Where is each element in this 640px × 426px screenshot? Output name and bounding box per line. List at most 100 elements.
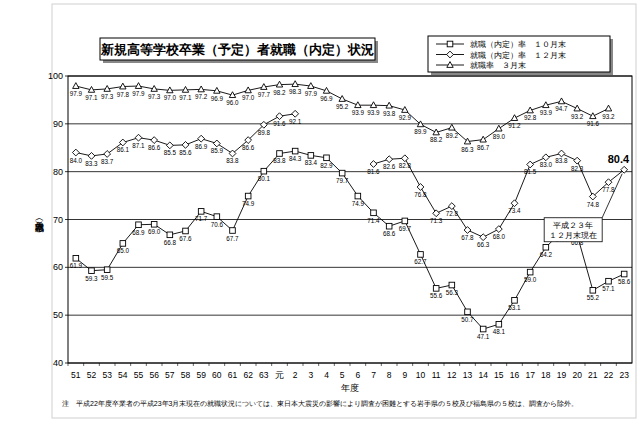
data-point <box>511 115 517 121</box>
data-point <box>104 267 110 273</box>
data-point <box>386 156 393 163</box>
data-point <box>589 193 596 200</box>
data-label: 89.2 <box>446 132 459 139</box>
data-point <box>292 110 299 117</box>
data-point <box>606 278 612 284</box>
data-point <box>371 210 377 216</box>
data-point <box>355 102 361 108</box>
data-label: 61.9 <box>70 262 83 269</box>
x-tick <box>569 363 570 366</box>
data-point <box>73 255 79 261</box>
x-tick-label: 5 <box>340 370 345 380</box>
x-tick <box>522 363 523 366</box>
x-tick <box>538 363 539 366</box>
x-tick-label: 20 <box>572 370 582 380</box>
data-label: 97.1 <box>85 94 98 101</box>
x-tick <box>318 363 319 366</box>
data-point <box>417 121 423 127</box>
data-point <box>229 92 235 98</box>
data-label: 81.5 <box>524 168 537 175</box>
data-point <box>245 137 252 144</box>
data-point <box>386 223 392 229</box>
x-tick <box>271 363 272 366</box>
data-point <box>480 326 486 332</box>
x-tick-label: 19 <box>557 370 567 380</box>
data-label: 87.1 <box>132 142 145 149</box>
data-point <box>542 154 549 161</box>
data-label: 55.2 <box>587 294 600 301</box>
data-label: 92.1 <box>289 118 302 125</box>
data-point <box>292 148 298 154</box>
x-tick-label: 18 <box>541 370 551 380</box>
x-tick <box>130 363 131 366</box>
data-label: 97.9 <box>70 90 83 97</box>
data-label: 95.2 <box>336 103 349 110</box>
x-tick-label: 3 <box>308 370 313 380</box>
chart: 4050607080901005152535455565758596061626… <box>0 0 640 426</box>
x-tick <box>334 363 335 366</box>
data-label: 97.3 <box>101 93 114 100</box>
y-tick-label: 70 <box>53 215 63 225</box>
data-labels: 61.959.359.565.068.969.066.867.671.770.6… <box>70 88 631 340</box>
annotation: １２月末現在 <box>549 231 597 240</box>
x-tick-label: 13 <box>463 370 473 380</box>
data-label: 96.9 <box>320 95 333 102</box>
x-tick-label: 62 <box>243 370 253 380</box>
x-tick-label: 21 <box>588 370 598 380</box>
data-point <box>245 87 251 93</box>
data-label: 97.1 <box>179 94 192 101</box>
x-tick <box>177 363 178 366</box>
data-point <box>527 161 534 168</box>
annotation-box <box>544 218 602 242</box>
x-tick-label: 11 <box>432 370 441 380</box>
data-label: 58.6 <box>618 278 631 285</box>
data-label: 89.9 <box>414 128 427 135</box>
data-label: 93.2 <box>571 113 584 120</box>
data-point <box>135 134 142 141</box>
x-tick-label: 6 <box>355 370 360 380</box>
x-tick <box>585 363 586 366</box>
data-label: 86.6 <box>242 144 255 151</box>
data-point <box>370 102 376 108</box>
x-tick-label: 4 <box>324 370 329 380</box>
data-point <box>182 86 188 92</box>
data-label: 86.3 <box>461 146 474 153</box>
data-point <box>339 96 345 102</box>
series-line <box>76 151 624 329</box>
data-point <box>590 113 596 119</box>
x-tick <box>412 363 413 366</box>
data-point <box>182 141 189 148</box>
data-point <box>89 268 95 274</box>
legend-marker <box>447 62 453 68</box>
data-label: 74.9 <box>242 200 255 207</box>
data-point <box>464 227 471 234</box>
x-tick-label: 7 <box>371 370 376 380</box>
data-label: 86.1 <box>117 146 130 153</box>
x-tick <box>303 363 304 366</box>
data-label: 81.6 <box>367 168 380 175</box>
data-label: 59.0 <box>524 276 537 283</box>
data-point <box>574 105 580 111</box>
data-point <box>355 193 361 199</box>
data-point <box>370 161 377 168</box>
data-point <box>465 309 471 315</box>
data-point <box>323 87 329 93</box>
data-point <box>198 209 204 215</box>
data-point <box>558 150 565 157</box>
data-label: 73.4 <box>508 207 521 214</box>
x-tick <box>162 363 163 366</box>
footnote: 注 平成22年度卒業者の平成23年3月末現在の就職状況については、東日本大震災の… <box>62 400 578 408</box>
grid-line <box>68 267 632 268</box>
data-label: 77.8 <box>602 186 615 193</box>
data-point <box>151 86 157 92</box>
x-tick <box>193 363 194 366</box>
x-tick-label: 10 <box>416 370 426 380</box>
data-point <box>167 87 173 93</box>
data-point <box>104 151 111 158</box>
annotation: 平成２３年 <box>553 221 593 230</box>
data-point <box>120 241 126 247</box>
data-label: 97.9 <box>132 90 145 97</box>
data-label: 56.3 <box>446 289 459 296</box>
data-point <box>120 83 126 89</box>
data-point <box>324 155 330 161</box>
